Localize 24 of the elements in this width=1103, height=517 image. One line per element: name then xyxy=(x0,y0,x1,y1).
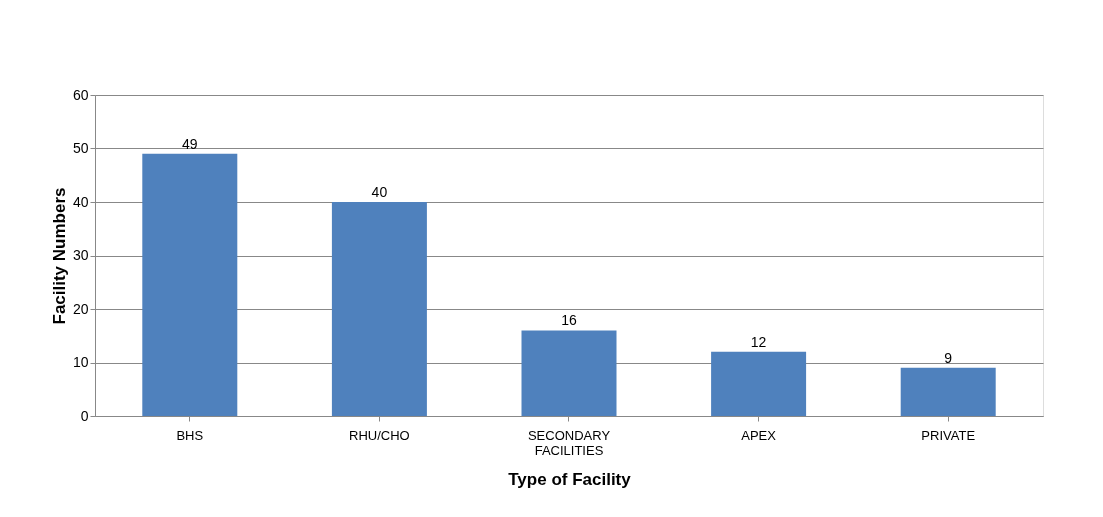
bar xyxy=(142,153,238,416)
data-label: 12 xyxy=(750,333,767,350)
x-tick-label: APEX xyxy=(741,427,777,443)
bar xyxy=(711,351,807,416)
data-label: 9 xyxy=(944,349,953,366)
data-label: 49 xyxy=(182,135,198,152)
bar xyxy=(521,330,617,416)
x-axis-title: Type of Facility xyxy=(508,469,632,489)
x-tick-label: PRIVATE xyxy=(921,427,976,443)
data-label: 16 xyxy=(561,312,577,329)
y-tick-label: 60 xyxy=(72,86,89,103)
y-tick-label: 0 xyxy=(80,407,89,424)
y-tick-label: 30 xyxy=(72,247,89,263)
data-label: 40 xyxy=(371,184,388,200)
x-tick-label: BHS xyxy=(176,427,204,443)
y-tick-label: 50 xyxy=(72,140,89,156)
x-tick-label: SECONDARY FACILITIES xyxy=(527,427,611,458)
y-tick-label: 40 xyxy=(72,193,89,210)
y-tick-label: 10 xyxy=(72,354,89,370)
y-tick-label: 20 xyxy=(72,300,89,317)
bar xyxy=(331,202,427,416)
bar xyxy=(900,367,996,416)
x-tick-label: RHU/CHO xyxy=(349,427,410,443)
y-axis-title: Facility Numbers xyxy=(49,187,69,325)
